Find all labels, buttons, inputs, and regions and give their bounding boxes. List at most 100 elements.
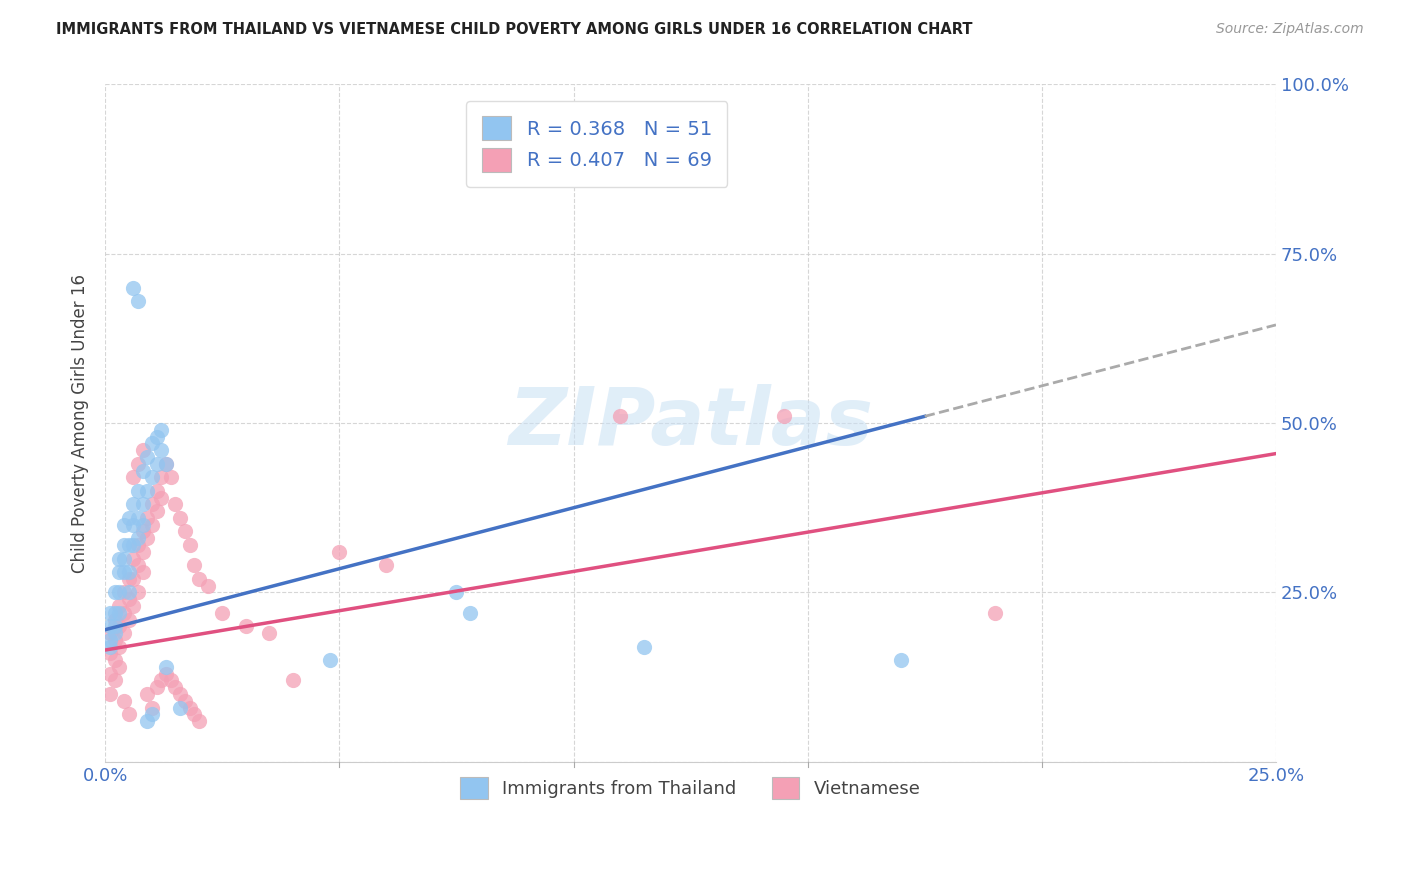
Point — [98, 666, 121, 681]
Point — [127, 585, 149, 599]
Point — [112, 606, 135, 620]
Point — [117, 585, 139, 599]
Point — [127, 538, 149, 552]
Point — [460, 606, 482, 620]
Point — [159, 673, 181, 688]
Point — [609, 159, 631, 173]
Point — [155, 660, 177, 674]
Point — [890, 653, 912, 667]
Point — [108, 551, 131, 566]
Point — [165, 497, 187, 511]
Point — [136, 450, 159, 464]
Point — [98, 626, 121, 640]
Point — [609, 409, 631, 424]
Point — [103, 632, 125, 647]
Point — [145, 680, 167, 694]
Point — [150, 443, 173, 458]
Point — [108, 619, 131, 633]
Point — [183, 558, 205, 573]
Point — [375, 558, 398, 573]
Point — [98, 647, 121, 661]
Point — [98, 619, 121, 633]
Point — [127, 483, 149, 498]
Point — [141, 497, 163, 511]
Point — [122, 572, 145, 586]
Point — [136, 714, 159, 728]
Point — [328, 545, 350, 559]
Point — [103, 606, 125, 620]
Point — [112, 551, 135, 566]
Point — [257, 626, 280, 640]
Point — [183, 707, 205, 722]
Point — [108, 606, 131, 620]
Point — [145, 504, 167, 518]
Point — [131, 517, 153, 532]
Point — [633, 640, 655, 654]
Point — [103, 626, 125, 640]
Point — [155, 666, 177, 681]
Point — [141, 700, 163, 714]
Point — [179, 700, 201, 714]
Point — [112, 694, 135, 708]
Point — [173, 694, 195, 708]
Point — [145, 457, 167, 471]
Point — [117, 572, 139, 586]
Point — [145, 430, 167, 444]
Point — [98, 606, 121, 620]
Point — [131, 443, 153, 458]
Point — [179, 538, 201, 552]
Point — [169, 700, 191, 714]
Point — [197, 579, 219, 593]
Point — [446, 585, 468, 599]
Point — [165, 680, 187, 694]
Point — [136, 687, 159, 701]
Point — [122, 497, 145, 511]
Point — [112, 626, 135, 640]
Point — [127, 558, 149, 573]
Point — [136, 511, 159, 525]
Point — [169, 511, 191, 525]
Point — [117, 565, 139, 579]
Point — [108, 565, 131, 579]
Point — [122, 470, 145, 484]
Point — [108, 585, 131, 599]
Point — [150, 470, 173, 484]
Point — [136, 483, 159, 498]
Point — [108, 599, 131, 613]
Y-axis label: Child Poverty Among Girls Under 16: Child Poverty Among Girls Under 16 — [72, 274, 89, 573]
Point — [281, 673, 304, 688]
Point — [150, 423, 173, 437]
Point — [141, 436, 163, 450]
Point — [98, 687, 121, 701]
Legend: Immigrants from Thailand, Vietnamese: Immigrants from Thailand, Vietnamese — [446, 763, 935, 814]
Point — [103, 613, 125, 627]
Point — [103, 585, 125, 599]
Point — [131, 497, 153, 511]
Point — [117, 538, 139, 552]
Point — [108, 640, 131, 654]
Point — [141, 517, 163, 532]
Text: Source: ZipAtlas.com: Source: ZipAtlas.com — [1216, 22, 1364, 37]
Point — [112, 538, 135, 552]
Point — [117, 592, 139, 607]
Point — [98, 640, 121, 654]
Point — [235, 619, 257, 633]
Point — [141, 707, 163, 722]
Point — [173, 524, 195, 539]
Text: ZIPatlas: ZIPatlas — [508, 384, 873, 462]
Point — [155, 457, 177, 471]
Point — [98, 632, 121, 647]
Point — [187, 572, 209, 586]
Point — [122, 280, 145, 294]
Point — [127, 511, 149, 525]
Point — [103, 619, 125, 633]
Point — [127, 294, 149, 309]
Point — [136, 531, 159, 545]
Point — [112, 565, 135, 579]
Point — [103, 653, 125, 667]
Point — [145, 483, 167, 498]
Point — [159, 470, 181, 484]
Point — [122, 538, 145, 552]
Point — [117, 511, 139, 525]
Point — [150, 491, 173, 505]
